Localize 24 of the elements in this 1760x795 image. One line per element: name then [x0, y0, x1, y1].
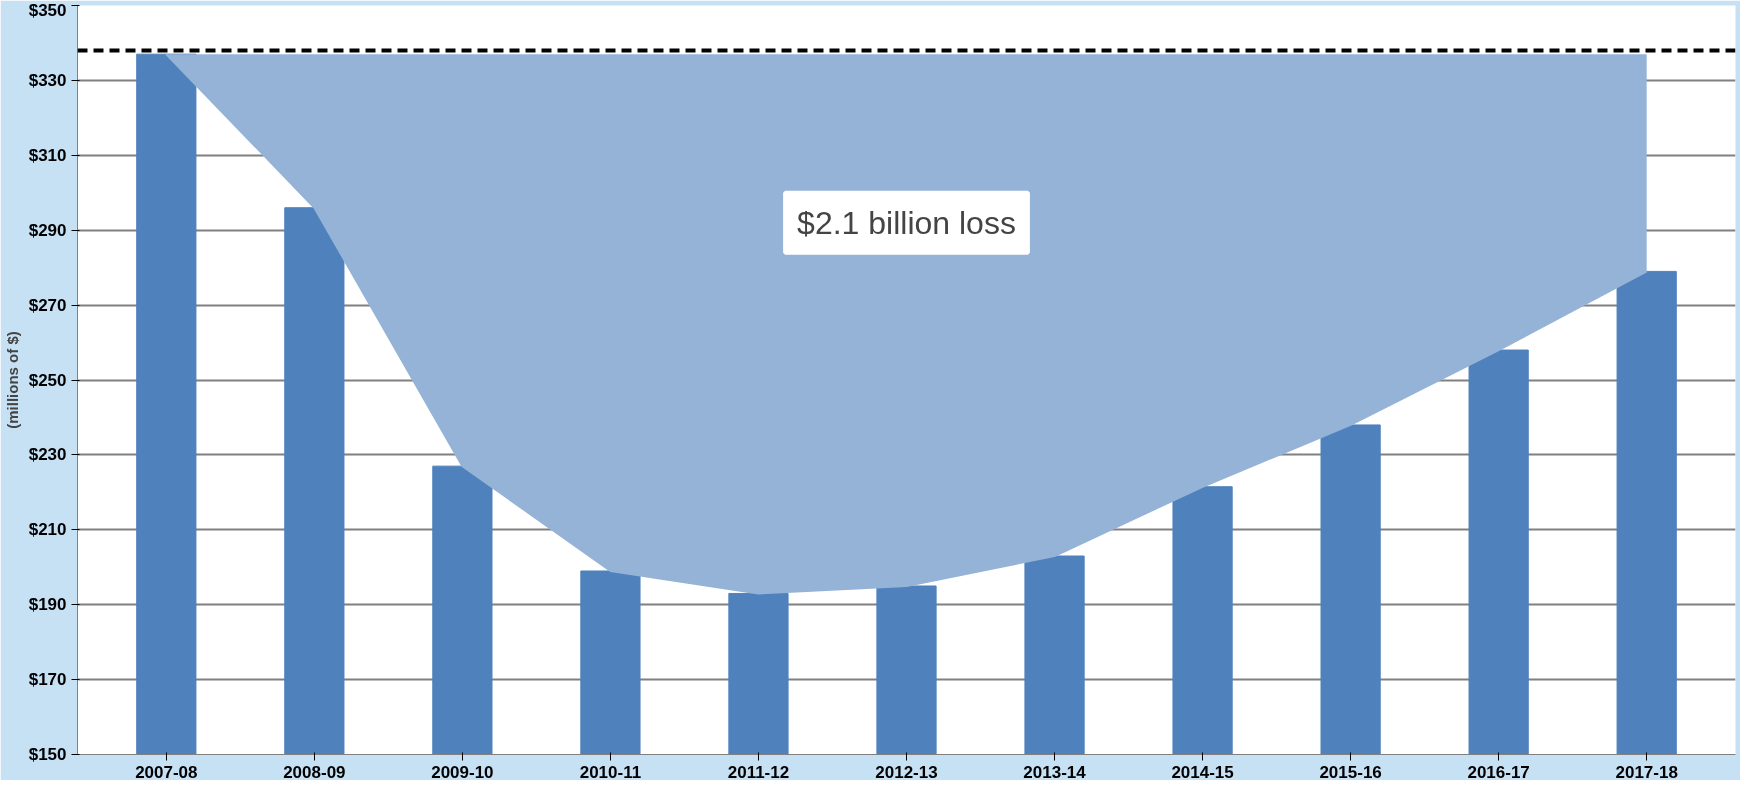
y-tick-label: $170 [28, 670, 67, 690]
x-tick-label: 2013-14 [1023, 762, 1087, 782]
x-tick-label: 2007-08 [135, 762, 198, 782]
x-tick-label: 2016-17 [1467, 762, 1530, 782]
x-tick-label: 2010-11 [579, 762, 642, 782]
annotation: $2.1 billion loss [797, 204, 1016, 241]
x-tick-label: 2014-15 [1171, 762, 1234, 782]
y-tick-label: $230 [28, 445, 67, 465]
y-tick-label: $310 [28, 145, 67, 165]
x-tick-label: 2008-09 [283, 762, 346, 782]
y-tick-label: $350 [28, 0, 67, 20]
y-axis-title: (millions of $) [3, 331, 21, 429]
x-tick-label: 2015-16 [1319, 762, 1382, 782]
y-tick-label: $210 [28, 520, 67, 540]
y-tick-label: $150 [28, 745, 67, 764]
x-tick-label: 2017-18 [1615, 762, 1678, 782]
x-tick-label: 2009-10 [431, 762, 494, 782]
y-tick-label: $330 [28, 70, 67, 90]
y-tick-label: $290 [28, 220, 67, 240]
y-tick-label: $250 [28, 370, 67, 390]
x-tick-label: 2011-12 [727, 762, 790, 782]
y-tick-label: $270 [28, 295, 67, 315]
y-tick-label: $190 [28, 595, 67, 615]
x-tick-label: 2012-13 [875, 762, 938, 782]
